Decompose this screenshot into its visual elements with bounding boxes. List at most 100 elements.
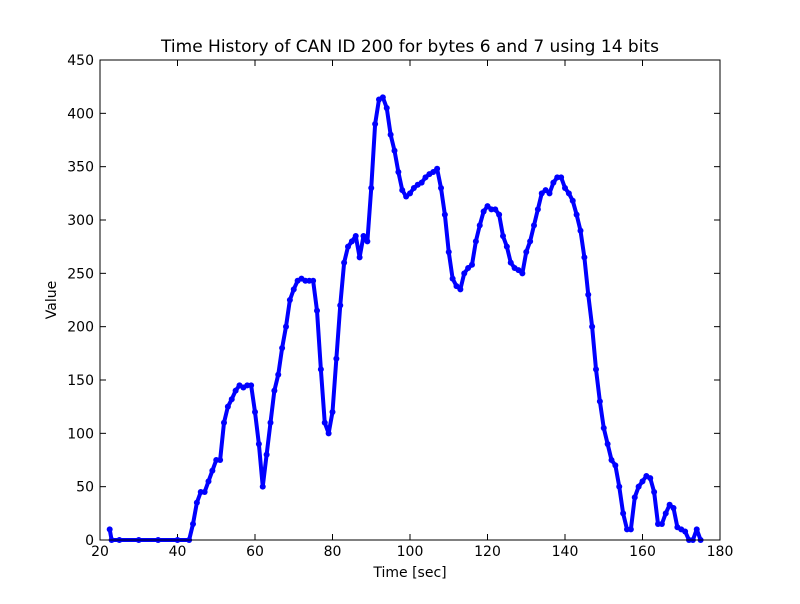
data-point xyxy=(368,185,375,191)
x-axis-label: Time [sec] xyxy=(372,565,446,581)
data-point xyxy=(480,208,487,215)
y-tick-label: 300 xyxy=(67,213,94,229)
x-tick-label: 120 xyxy=(474,544,501,560)
data-point xyxy=(333,355,340,362)
data-point xyxy=(356,254,363,261)
data-point xyxy=(209,467,216,474)
data-point xyxy=(248,382,255,389)
data-point xyxy=(670,505,677,511)
data-point xyxy=(441,211,448,218)
data-point xyxy=(596,398,603,405)
data-point xyxy=(345,243,351,250)
x-tick-label: 60 xyxy=(246,544,264,560)
data-point xyxy=(252,409,258,415)
data-point xyxy=(616,483,623,490)
data-point xyxy=(519,270,526,277)
data-point xyxy=(604,441,611,447)
data-point xyxy=(569,197,576,204)
data-point xyxy=(500,233,506,239)
data-point xyxy=(383,105,390,111)
data-point xyxy=(341,259,348,266)
data-point xyxy=(457,286,464,293)
data-point xyxy=(461,270,468,277)
y-tick-label: 350 xyxy=(67,160,94,176)
data-point xyxy=(263,451,270,458)
data-point xyxy=(585,291,592,298)
data-point xyxy=(573,211,580,218)
data-point xyxy=(310,277,317,284)
data-point xyxy=(283,323,289,330)
data-point xyxy=(472,238,479,245)
data-point xyxy=(337,302,344,309)
data-point xyxy=(438,185,444,191)
data-point xyxy=(546,190,553,197)
data-point xyxy=(608,457,615,463)
data-point xyxy=(290,286,297,293)
data-point xyxy=(329,409,336,415)
y-tick-label: 250 xyxy=(67,266,94,282)
data-point xyxy=(259,483,266,490)
y-tick-label: 100 xyxy=(67,426,94,442)
data-point xyxy=(201,489,208,495)
data-point xyxy=(217,457,224,463)
data-point xyxy=(534,206,541,213)
x-tick-label: 20 xyxy=(91,544,109,560)
x-tick-label: 100 xyxy=(397,544,424,560)
data-point xyxy=(224,403,231,410)
data-point xyxy=(496,211,503,218)
data-point xyxy=(434,165,441,172)
data-point xyxy=(360,233,367,239)
data-point xyxy=(658,521,665,527)
data-point xyxy=(682,528,689,535)
data-point xyxy=(627,526,634,533)
y-tick-label: 0 xyxy=(85,533,94,549)
data-point xyxy=(255,441,262,447)
y-tick-label: 200 xyxy=(67,320,94,336)
y-tick-label: 400 xyxy=(67,106,94,122)
data-point xyxy=(600,425,607,431)
data-point xyxy=(395,169,402,175)
data-point xyxy=(469,261,475,268)
data-point xyxy=(232,387,239,394)
data-point xyxy=(449,275,456,282)
data-point xyxy=(651,489,658,495)
data-point xyxy=(364,238,371,245)
data-point xyxy=(507,259,514,266)
data-point xyxy=(221,419,227,426)
data-point xyxy=(558,174,565,181)
x-tick-label: 80 xyxy=(324,544,342,560)
y-tick-label: 50 xyxy=(76,480,94,496)
data-point xyxy=(228,396,235,403)
data-point xyxy=(647,475,654,482)
data-point xyxy=(352,233,359,239)
data-point xyxy=(279,345,286,351)
data-point xyxy=(476,222,483,229)
data-point xyxy=(631,494,638,501)
data-point xyxy=(267,419,274,426)
data-point xyxy=(550,179,557,186)
data-point xyxy=(531,222,537,229)
x-tick-label: 40 xyxy=(169,544,187,560)
data-point xyxy=(639,478,646,485)
plot-frame xyxy=(99,59,721,541)
x-tick-label: 140 xyxy=(552,544,579,560)
data-point xyxy=(562,185,568,191)
data-point xyxy=(387,131,394,138)
data-point xyxy=(348,238,355,245)
data-point xyxy=(503,243,510,250)
x-tick-label: 160 xyxy=(629,544,656,560)
data-point xyxy=(190,521,196,527)
data-point xyxy=(314,307,320,314)
data-point xyxy=(635,483,642,490)
data-point xyxy=(379,94,386,101)
chart-title: Time History of CAN ID 200 for bytes 6 a… xyxy=(160,37,659,57)
data-point xyxy=(445,249,452,255)
data-point xyxy=(612,462,619,469)
data-point xyxy=(492,206,499,213)
data-point xyxy=(399,187,406,194)
data-point xyxy=(693,526,700,533)
data-point xyxy=(286,297,293,303)
